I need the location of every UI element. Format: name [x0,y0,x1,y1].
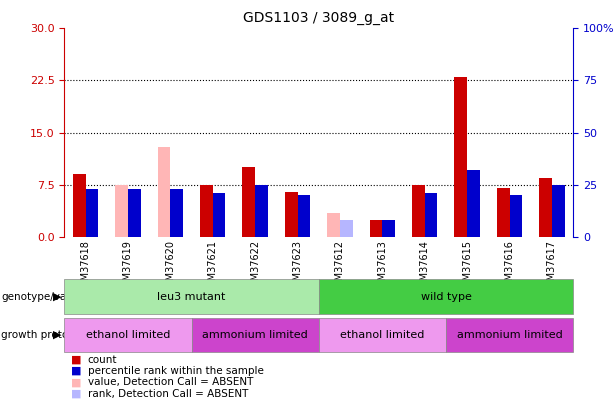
Bar [539,178,552,237]
Text: growth protocol: growth protocol [1,330,83,340]
Text: ▶: ▶ [53,330,61,340]
Bar [412,185,425,237]
Text: genotype/variation: genotype/variation [1,292,101,302]
Bar [158,147,170,237]
Bar [497,188,509,237]
Bar [467,170,480,237]
Text: rank, Detection Call = ABSENT: rank, Detection Call = ABSENT [88,389,248,399]
Bar [370,220,383,237]
Text: percentile rank within the sample: percentile rank within the sample [88,366,264,376]
Bar [73,175,86,237]
Text: leu3 mutant: leu3 mutant [158,292,226,302]
Bar [285,192,297,237]
Bar [170,189,183,237]
Bar [115,185,128,237]
Bar [86,189,98,237]
Text: ▶: ▶ [53,292,61,302]
Text: count: count [88,355,117,364]
Bar [425,193,438,237]
Text: ammonium limited: ammonium limited [457,330,563,340]
Text: ■: ■ [70,389,81,399]
Text: value, Detection Call = ABSENT: value, Detection Call = ABSENT [88,377,253,387]
Text: ■: ■ [70,355,81,364]
Bar [297,195,310,237]
Bar [454,77,467,237]
Bar [200,185,213,237]
Bar [383,220,395,237]
Text: ethanol limited: ethanol limited [340,330,425,340]
Text: ■: ■ [70,377,81,387]
Bar [552,185,565,237]
Bar [327,213,340,237]
Bar [243,167,255,237]
Text: ammonium limited: ammonium limited [202,330,308,340]
Bar [128,189,140,237]
Bar [340,220,352,237]
Text: ■: ■ [70,366,81,376]
Text: wild type: wild type [421,292,471,302]
Bar [170,189,183,237]
Title: GDS1103 / 3089_g_at: GDS1103 / 3089_g_at [243,11,394,25]
Bar [255,185,268,237]
Bar [213,193,226,237]
Text: ethanol limited: ethanol limited [86,330,170,340]
Bar [509,195,522,237]
